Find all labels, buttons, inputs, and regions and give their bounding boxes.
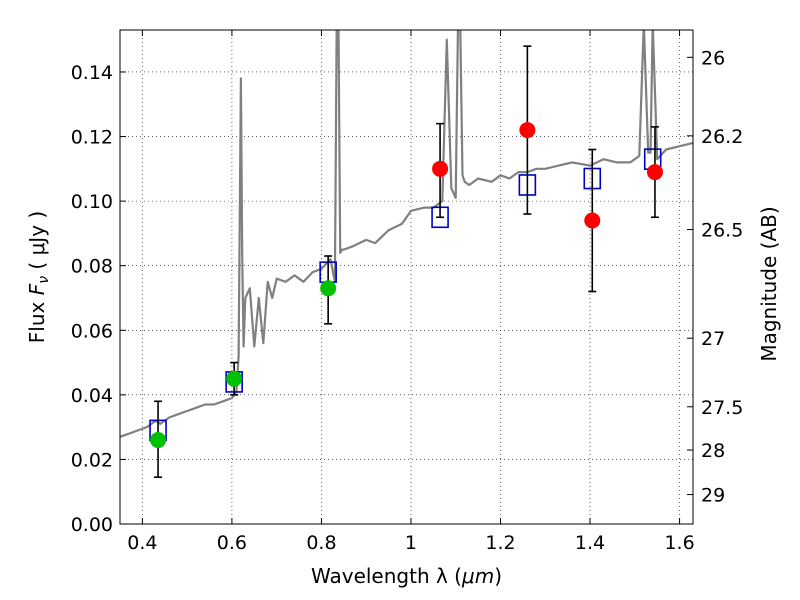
plot-frame [119, 29, 694, 525]
observed-point [646, 164, 663, 181]
y2-tick-label: 26.2 [701, 126, 743, 148]
y-axis-title-symbol: F [25, 283, 49, 295]
y2-tick-label: 28 [701, 440, 725, 462]
x-tick-label: 1.4 [575, 532, 605, 554]
x-axis-title-suffix: ) [494, 564, 502, 588]
observed-point [150, 432, 167, 449]
y-tick-label: 0.14 [71, 62, 113, 84]
y-tick-label: 0.02 [71, 449, 113, 471]
y-axis-title-prefix: Flux [25, 295, 49, 343]
y2-tick-label: 26.5 [701, 220, 743, 242]
y-tick-label: 0.00 [71, 514, 113, 536]
axis-ticks: 0.4 0.6 0.8 1 1.2 1.4 1.6 0.00 0.02 0.04 0.06 0.08 0… [71, 30, 743, 554]
y-tick-label: 0.04 [71, 385, 113, 407]
y2-axis-title: Magnitude (AB) [757, 206, 781, 361]
x-tick-label: 0.4 [127, 532, 157, 554]
y-axis-title: Flux Fν ( μJy ) [25, 211, 52, 343]
y-axis-title-subscript: ν [36, 276, 52, 284]
plot-area [120, 30, 693, 478]
y-tick-label: 0.08 [71, 256, 113, 278]
y-tick-label: 0.12 [71, 127, 113, 149]
y-tick-label: 0.06 [71, 320, 113, 342]
y2-tick-label: 29 [701, 485, 725, 507]
observed-point [320, 280, 337, 297]
x-axis-title: Wavelength λ (μm) [311, 564, 502, 588]
observed-point [519, 122, 536, 139]
observed-point [584, 212, 601, 229]
x-tick-label: 1.6 [664, 532, 694, 554]
x-tick-label: 1.2 [485, 532, 515, 554]
x-tick-label: 1 [405, 532, 417, 554]
x-tick-label: 0.6 [217, 532, 247, 554]
x-axis-title-prefix: Wavelength λ ( [311, 564, 462, 588]
y2-tick-label: 26 [701, 47, 725, 69]
x-tick-label: 0.8 [306, 532, 336, 554]
observed-point [226, 370, 243, 387]
y-axis-title-suffix: ( μJy ) [25, 211, 49, 276]
observed-point [432, 160, 449, 177]
model-spectrum-line [120, 30, 693, 438]
y-tick-label: 0.10 [71, 191, 113, 213]
y2-tick-label: 27 [701, 328, 725, 350]
y2-tick-label: 27.5 [701, 397, 743, 419]
x-axis-title-unit: μm [461, 564, 494, 588]
